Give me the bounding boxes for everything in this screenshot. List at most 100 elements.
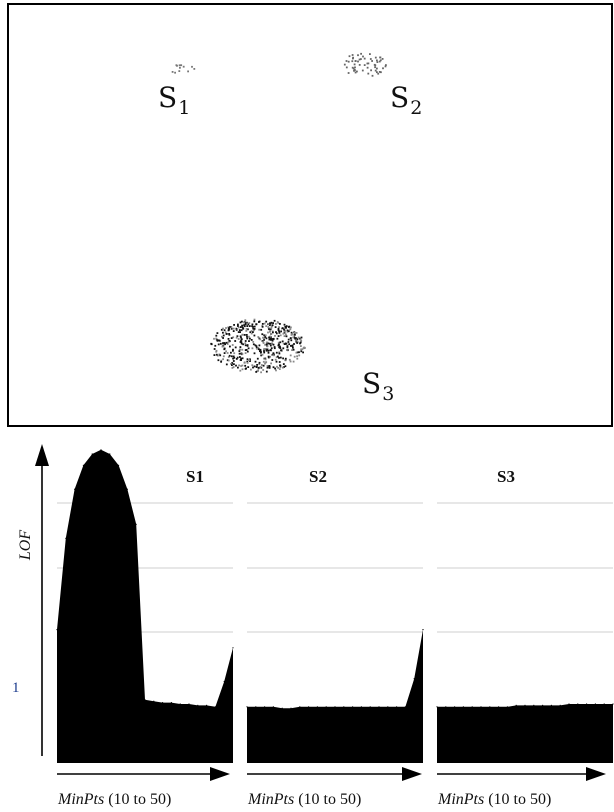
cluster-point <box>292 348 295 351</box>
cluster-point <box>263 322 266 325</box>
cluster-point <box>237 323 239 326</box>
x-axis-label: MinPts (10 to 50) <box>437 791 551 808</box>
lof-point <box>334 706 336 708</box>
cluster-point <box>245 330 248 332</box>
cluster-point <box>287 341 290 343</box>
cluster-point <box>214 344 217 347</box>
scatter-frame <box>7 3 613 427</box>
cluster-point <box>272 331 274 334</box>
cluster-point <box>275 369 277 372</box>
cluster-point <box>236 335 239 338</box>
cluster-point <box>238 329 241 331</box>
cluster-point <box>216 354 219 357</box>
cluster-point <box>262 364 265 367</box>
cluster-point <box>302 351 304 354</box>
cluster-point <box>278 357 280 359</box>
cluster-point <box>243 361 246 364</box>
cluster-point <box>287 326 290 328</box>
cluster-point <box>257 347 260 349</box>
cluster-point <box>239 341 242 343</box>
cluster-point <box>247 366 250 368</box>
cluster-point <box>241 320 243 323</box>
cluster-point <box>240 326 242 328</box>
cluster-point <box>284 343 286 345</box>
cluster-point <box>264 362 266 365</box>
cluster-point <box>255 323 258 326</box>
cluster-point <box>269 344 272 347</box>
cluster-point <box>358 58 361 61</box>
cluster-point <box>300 348 302 351</box>
cluster-point <box>242 343 245 346</box>
cluster-point <box>246 345 249 347</box>
cluster-point <box>272 322 274 324</box>
cluster-point <box>366 66 369 69</box>
cluster-point <box>244 344 247 347</box>
cluster-point <box>179 66 181 69</box>
cluster-point <box>284 325 287 328</box>
cluster-point <box>266 341 269 344</box>
cluster-point <box>290 345 292 347</box>
cluster-point <box>228 354 231 357</box>
cluster-point <box>225 363 228 366</box>
cluster-point <box>374 56 377 59</box>
cluster-point <box>295 340 298 343</box>
cluster-point <box>267 355 270 358</box>
cluster-point <box>296 338 299 341</box>
cluster-point <box>385 64 387 66</box>
lof-point <box>188 703 190 705</box>
lof-point <box>179 703 181 705</box>
cluster-point <box>258 328 261 331</box>
cluster-point <box>223 348 226 351</box>
cluster-point <box>242 333 244 336</box>
cluster-point <box>263 357 265 360</box>
cluster-point <box>345 60 348 62</box>
lof-point <box>299 706 301 708</box>
cluster-point <box>345 66 348 69</box>
panel-title-s1: S1 <box>186 467 204 486</box>
x-axis-arrow-icon <box>210 767 230 781</box>
cluster-point <box>240 359 242 361</box>
cluster-point <box>261 325 264 328</box>
cluster-point <box>291 349 293 351</box>
cluster-point <box>193 68 196 70</box>
cluster-point <box>272 343 275 346</box>
cluster-point <box>213 337 215 340</box>
cluster-point <box>223 342 226 344</box>
lof-point <box>214 706 216 708</box>
cluster-point <box>347 60 350 63</box>
cluster-point <box>284 357 287 360</box>
cluster-point <box>294 333 296 336</box>
cluster-point <box>241 348 244 351</box>
cluster-point <box>231 367 234 369</box>
cluster-point <box>352 57 354 60</box>
cluster-point <box>271 338 274 340</box>
cluster-point <box>271 359 274 361</box>
cluster-point <box>264 358 267 361</box>
cluster-point <box>272 337 275 340</box>
lof-point <box>594 703 597 705</box>
cluster-point <box>276 321 279 323</box>
cluster-point <box>253 334 256 337</box>
cluster-point <box>218 339 221 342</box>
cluster-point <box>225 341 228 344</box>
cluster-point <box>295 332 298 334</box>
cluster-point <box>220 328 223 331</box>
cluster-point <box>244 368 247 370</box>
cluster-point <box>272 352 275 355</box>
cluster-point <box>217 359 220 362</box>
cluster-point <box>274 335 276 337</box>
cluster-point <box>255 371 258 373</box>
lof-point <box>144 699 146 701</box>
cluster-point <box>294 331 296 334</box>
cluster-point <box>224 343 226 346</box>
cluster-point <box>266 365 269 367</box>
cluster-point <box>277 341 280 344</box>
cluster-point <box>371 74 374 77</box>
lof-point <box>56 629 58 631</box>
cluster-point <box>216 339 219 342</box>
cluster-points-s2 <box>343 52 387 77</box>
cluster-point <box>267 351 270 354</box>
cluster-point <box>291 345 294 348</box>
cluster-point <box>255 346 258 349</box>
cluster-point <box>248 340 250 342</box>
